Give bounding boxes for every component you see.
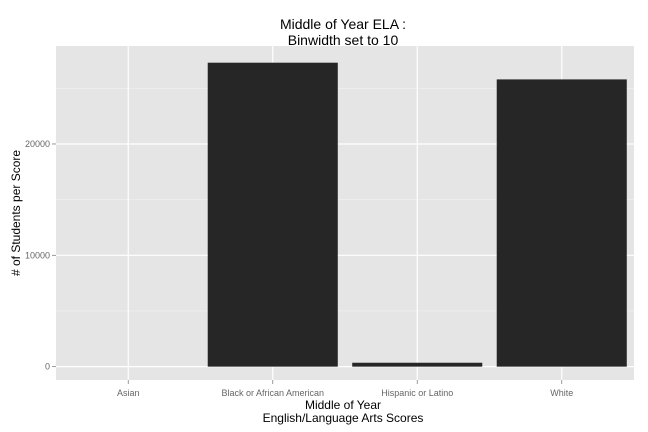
y-axis-title: # of Students per Score [9, 150, 23, 276]
bar [496, 79, 627, 367]
y-tick-label: 20000 [25, 139, 50, 149]
x-tick-label: White [550, 388, 573, 398]
y-axis: 0 10000 20000 [25, 139, 56, 372]
x-tick-label: Black or African American [221, 388, 324, 398]
x-axis-title-line-1: Middle of Year [305, 398, 381, 412]
chart-title-line-2: Binwidth set to 10 [288, 32, 399, 48]
x-tick-label: Hispanic or Latino [381, 388, 453, 398]
bar [352, 362, 483, 367]
y-tick-label: 0 [45, 362, 50, 372]
x-axis: Asian Black or African American Hispanic o… [117, 380, 573, 398]
chart-title-line-1: Middle of Year ELA : [280, 16, 406, 32]
bar [207, 62, 338, 367]
x-tick-label: Asian [117, 388, 140, 398]
x-axis-title-line-2: English/Language Arts Scores [263, 411, 424, 425]
y-tick-label: 10000 [25, 250, 50, 260]
bars [207, 62, 627, 367]
